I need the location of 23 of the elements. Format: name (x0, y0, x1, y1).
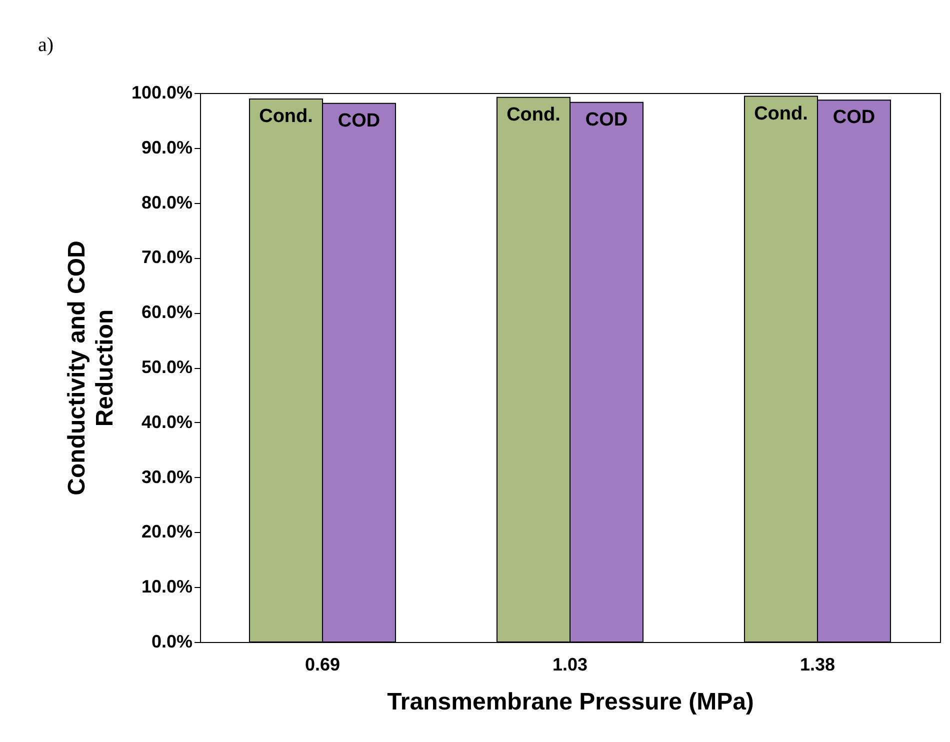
y-tick-label: 0.0% (151, 632, 192, 652)
y-tick-label: 50.0% (141, 357, 192, 377)
x-tick-label: 0.69 (304, 654, 340, 674)
y-axis-title: Conductivity and COD Reduction (63, 240, 118, 496)
y-tick-label: 80.0% (141, 192, 192, 212)
text: a) (38, 34, 54, 57)
y-tick-label: 30.0% (141, 466, 192, 487)
series-label: COD (338, 110, 380, 132)
text: COD (585, 109, 628, 130)
x-tick-label: 1.03 (552, 654, 588, 674)
x-axis-title: Transmembrane Pressure (MPa) (387, 688, 754, 716)
text: Cond. (506, 104, 560, 126)
x-tick-label: 1.38 (800, 654, 836, 674)
y-tick-label: 60.0% (141, 302, 192, 322)
y-tick-label: 100.0% (131, 82, 192, 102)
text: Cond. (754, 103, 808, 124)
y-tick-label: 10.0% (141, 576, 192, 597)
y-tick-label: 70.0% (141, 247, 192, 268)
series-label: Cond. (259, 106, 313, 128)
y-tick-label: 90.0% (141, 137, 192, 158)
y-tick-label: 40.0% (141, 412, 192, 432)
text: COD (832, 107, 876, 128)
y-tick-label: 20.0% (141, 522, 192, 542)
